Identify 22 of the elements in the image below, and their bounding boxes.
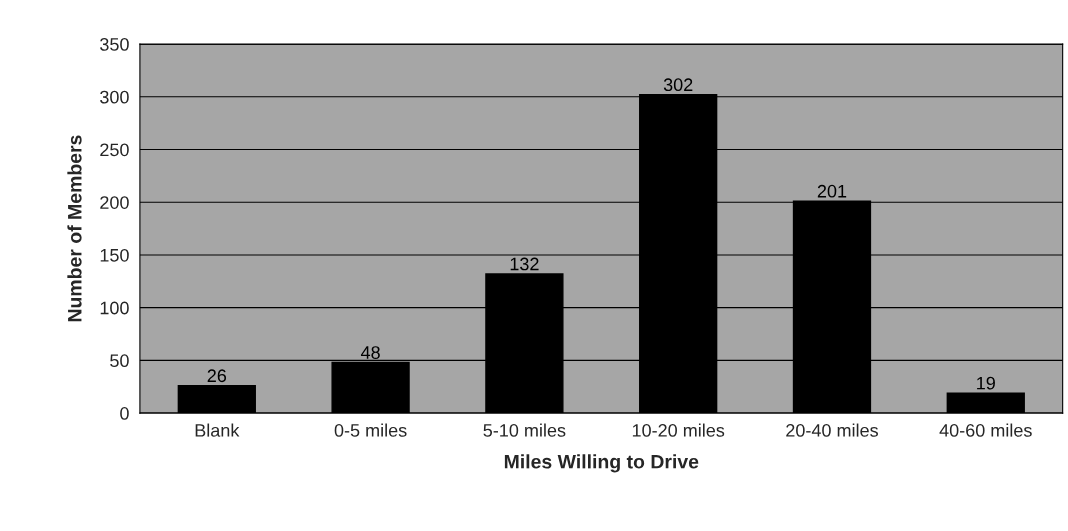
x-tick-label: 20-40 miles (786, 423, 878, 437)
y-tick-label: 300 (100, 90, 129, 104)
data-label: 302 (663, 78, 693, 92)
data-label: 201 (817, 184, 847, 198)
x-tick-label: 10-20 miles (632, 423, 725, 437)
x-tick-label: 0-5 miles (334, 423, 407, 437)
y-tick-label: 250 (100, 143, 129, 157)
y-tick-label: 200 (100, 196, 129, 209)
y-tick-label: 350 (100, 38, 129, 51)
data-label: 132 (510, 257, 539, 271)
y-tick-label: 150 (100, 248, 129, 262)
y-tick-label: 50 (110, 354, 129, 368)
x-tick-label: Blank (195, 423, 240, 437)
data-label: 19 (977, 376, 995, 390)
x-tick-label: 5-10 miles (483, 423, 566, 437)
y-tick-label: 0 (120, 407, 129, 420)
x-tick-label: 40-60 miles (939, 423, 1032, 437)
y-tick-label: 100 (100, 301, 129, 315)
data-label: 48 (360, 346, 380, 359)
data-label: 26 (207, 369, 227, 383)
y-axis-title: Number of Members (67, 135, 82, 322)
x-axis-title: Miles Willing to Drive (504, 454, 699, 473)
